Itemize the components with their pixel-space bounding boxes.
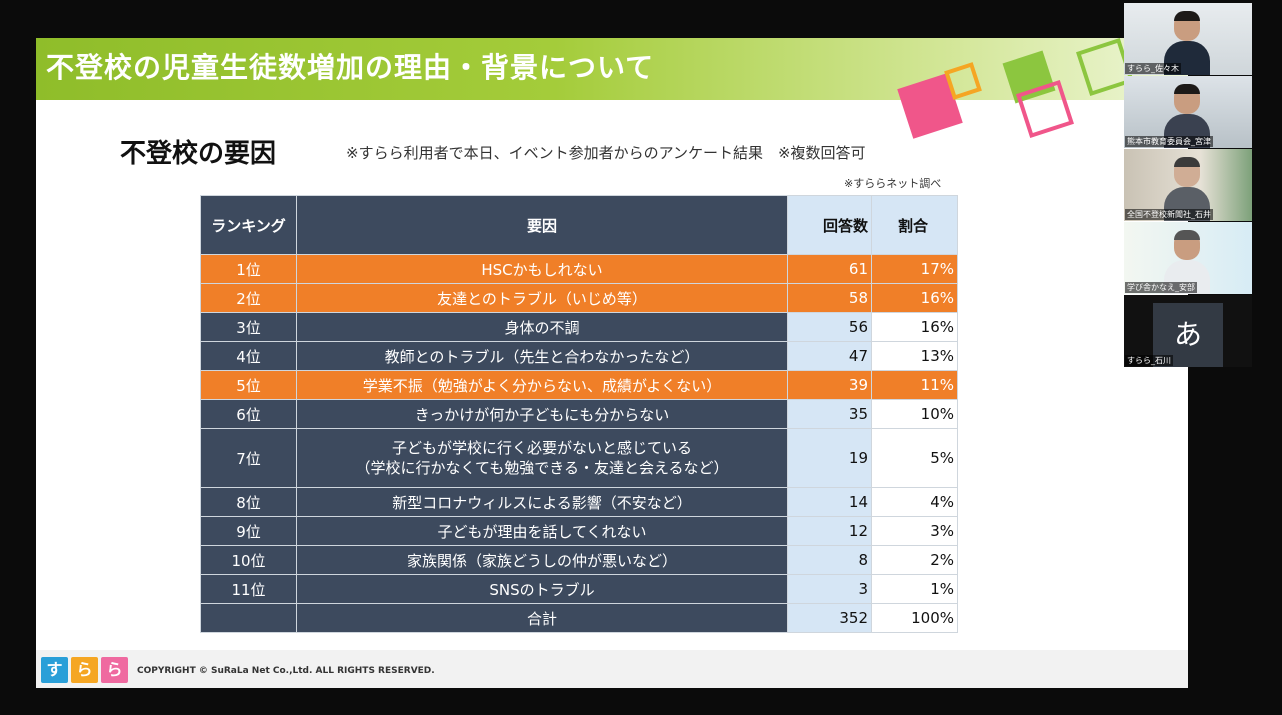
reason-cell: SNSのトラブル [296, 574, 788, 604]
rank-cell: 9位 [200, 516, 297, 546]
reason-cell: 子どもが学校に行く必要がないと感じている （学校に行かなくても勉強できる・友達と… [296, 428, 788, 488]
count-cell: 58 [787, 283, 872, 313]
table-row: 5位 学業不振（勉強がよく分からない、成績がよくない） 39 11% [200, 370, 958, 400]
pct-cell: 11% [871, 370, 958, 400]
participant-tile[interactable]: あ すらら_石川 [1124, 295, 1252, 367]
table-row: 11位 SNSのトラブル 3 1% [200, 574, 958, 604]
participant-tile[interactable]: すらら_佐々木 [1124, 3, 1252, 75]
participant-name: 熊本市教育委員会_宮津 [1125, 136, 1213, 147]
count-cell: 35 [787, 399, 872, 429]
copyright-text: COPYRIGHT © SuRaLa Net Co.,Ltd. ALL RIGH… [137, 666, 435, 676]
reason-cell: きっかけが何か子どもにも分からない [296, 399, 788, 429]
participant-name: すらら_佐々木 [1125, 63, 1181, 74]
reason-cell: HSCかもしれない [296, 254, 788, 284]
pct-cell: 13% [871, 341, 958, 371]
total-count: 352 [787, 603, 872, 633]
header-count: 回答数 [787, 195, 872, 255]
slide-footer: す ら ら COPYRIGHT © SuRaLa Net Co.,Ltd. AL… [36, 650, 1188, 688]
reason-cell: 子どもが理由を話してくれない [296, 516, 788, 546]
section-heading: 不登校の要因 [120, 139, 277, 169]
reason-cell: 新型コロナウィルスによる影響（不安など） [296, 487, 788, 517]
pct-cell: 16% [871, 283, 958, 313]
table-row: 7位 子どもが学校に行く必要がないと感じている （学校に行かなくても勉強できる・… [200, 428, 958, 488]
pct-cell: 17% [871, 254, 958, 284]
pct-cell: 1% [871, 574, 958, 604]
reason-cell: 友達とのトラブル（いじめ等） [296, 283, 788, 313]
rank-cell: 2位 [200, 283, 297, 313]
header-pct: 割合 [871, 195, 958, 255]
table-total-row: 合計 352 100% [200, 603, 958, 633]
rank-cell: 6位 [200, 399, 297, 429]
pct-cell: 16% [871, 312, 958, 342]
reason-cell: 身体の不調 [296, 312, 788, 342]
table-row: 8位 新型コロナウィルスによる影響（不安など） 14 4% [200, 487, 958, 517]
table-row: 1位 HSCかもしれない 61 17% [200, 254, 958, 284]
participant-tile[interactable]: 熊本市教育委員会_宮津 [1124, 76, 1252, 148]
participant-tile[interactable]: 学び舎かなえ_安部 [1124, 222, 1252, 294]
count-cell: 3 [787, 574, 872, 604]
table-header-row: ランキング 要因 回答数 割合 [200, 195, 958, 255]
rank-cell: 3位 [200, 312, 297, 342]
table-row: 2位 友達とのトラブル（いじめ等） 58 16% [200, 283, 958, 313]
rank-cell: 11位 [200, 574, 297, 604]
participant-name: 全国不登校新聞社_石井 [1125, 209, 1213, 220]
table-row: 9位 子どもが理由を話してくれない 12 3% [200, 516, 958, 546]
count-cell: 39 [787, 370, 872, 400]
rank-cell: 8位 [200, 487, 297, 517]
surala-logo: す ら ら [41, 657, 131, 683]
count-cell: 19 [787, 428, 872, 488]
pct-cell: 10% [871, 399, 958, 429]
table-row: 4位 教師とのトラブル（先生と合わなかったなど） 47 13% [200, 341, 958, 371]
total-label: 合計 [296, 603, 788, 633]
table-row: 10位 家族関係（家族どうしの仲が悪いなど） 8 2% [200, 545, 958, 575]
pct-cell: 5% [871, 428, 958, 488]
count-cell: 14 [787, 487, 872, 517]
slide-title: 不登校の児童生徒数増加の理由・背景について [46, 51, 655, 84]
rank-cell: 5位 [200, 370, 297, 400]
reason-cell: 教師とのトラブル（先生と合わなかったなど） [296, 341, 788, 371]
reason-line-2: （学校に行かなくても勉強できる・友達と会えるなど） [355, 459, 729, 477]
rank-cell: 1位 [200, 254, 297, 284]
table-row: 3位 身体の不調 56 16% [200, 312, 958, 342]
participant-tile[interactable]: 全国不登校新聞社_石井 [1124, 149, 1252, 221]
count-cell: 56 [787, 312, 872, 342]
pct-cell: 3% [871, 516, 958, 546]
title-banner: 不登校の児童生徒数増加の理由・背景について [36, 38, 1188, 100]
rank-cell-empty [200, 603, 297, 633]
count-cell: 61 [787, 254, 872, 284]
participant-name: 学び舎かなえ_安部 [1125, 282, 1197, 293]
count-cell: 12 [787, 516, 872, 546]
pct-cell: 2% [871, 545, 958, 575]
reason-line-1: 子どもが学校に行く必要がないと感じている [391, 439, 692, 457]
rank-cell: 7位 [200, 428, 297, 488]
survey-note: ※すらら利用者で本日、イベント参加者からのアンケート結果 ※複数回答可 [346, 144, 866, 162]
count-cell: 47 [787, 341, 872, 371]
rank-cell: 4位 [200, 341, 297, 371]
table-row: 6位 きっかけが何か子どもにも分からない 35 10% [200, 399, 958, 429]
reason-cell: 学業不振（勉強がよく分からない、成績がよくない） [296, 370, 788, 400]
header-rank: ランキング [200, 195, 297, 255]
reasons-table: ランキング 要因 回答数 割合 1位 HSCかもしれない 61 17% 2位 友… [200, 195, 958, 633]
total-pct: 100% [871, 603, 958, 633]
shared-slide: 不登校の児童生徒数増加の理由・背景について 不登校の要因 ※すらら利用者で本日、… [36, 38, 1188, 688]
header-reason: 要因 [296, 195, 788, 255]
rank-cell: 10位 [200, 545, 297, 575]
pct-cell: 4% [871, 487, 958, 517]
participant-name: すらら_石川 [1125, 355, 1173, 366]
count-cell: 8 [787, 545, 872, 575]
source-note: ※すららネット調べ [844, 177, 942, 190]
reason-cell: 家族関係（家族どうしの仲が悪いなど） [296, 545, 788, 575]
avatar: あ [1153, 303, 1223, 367]
